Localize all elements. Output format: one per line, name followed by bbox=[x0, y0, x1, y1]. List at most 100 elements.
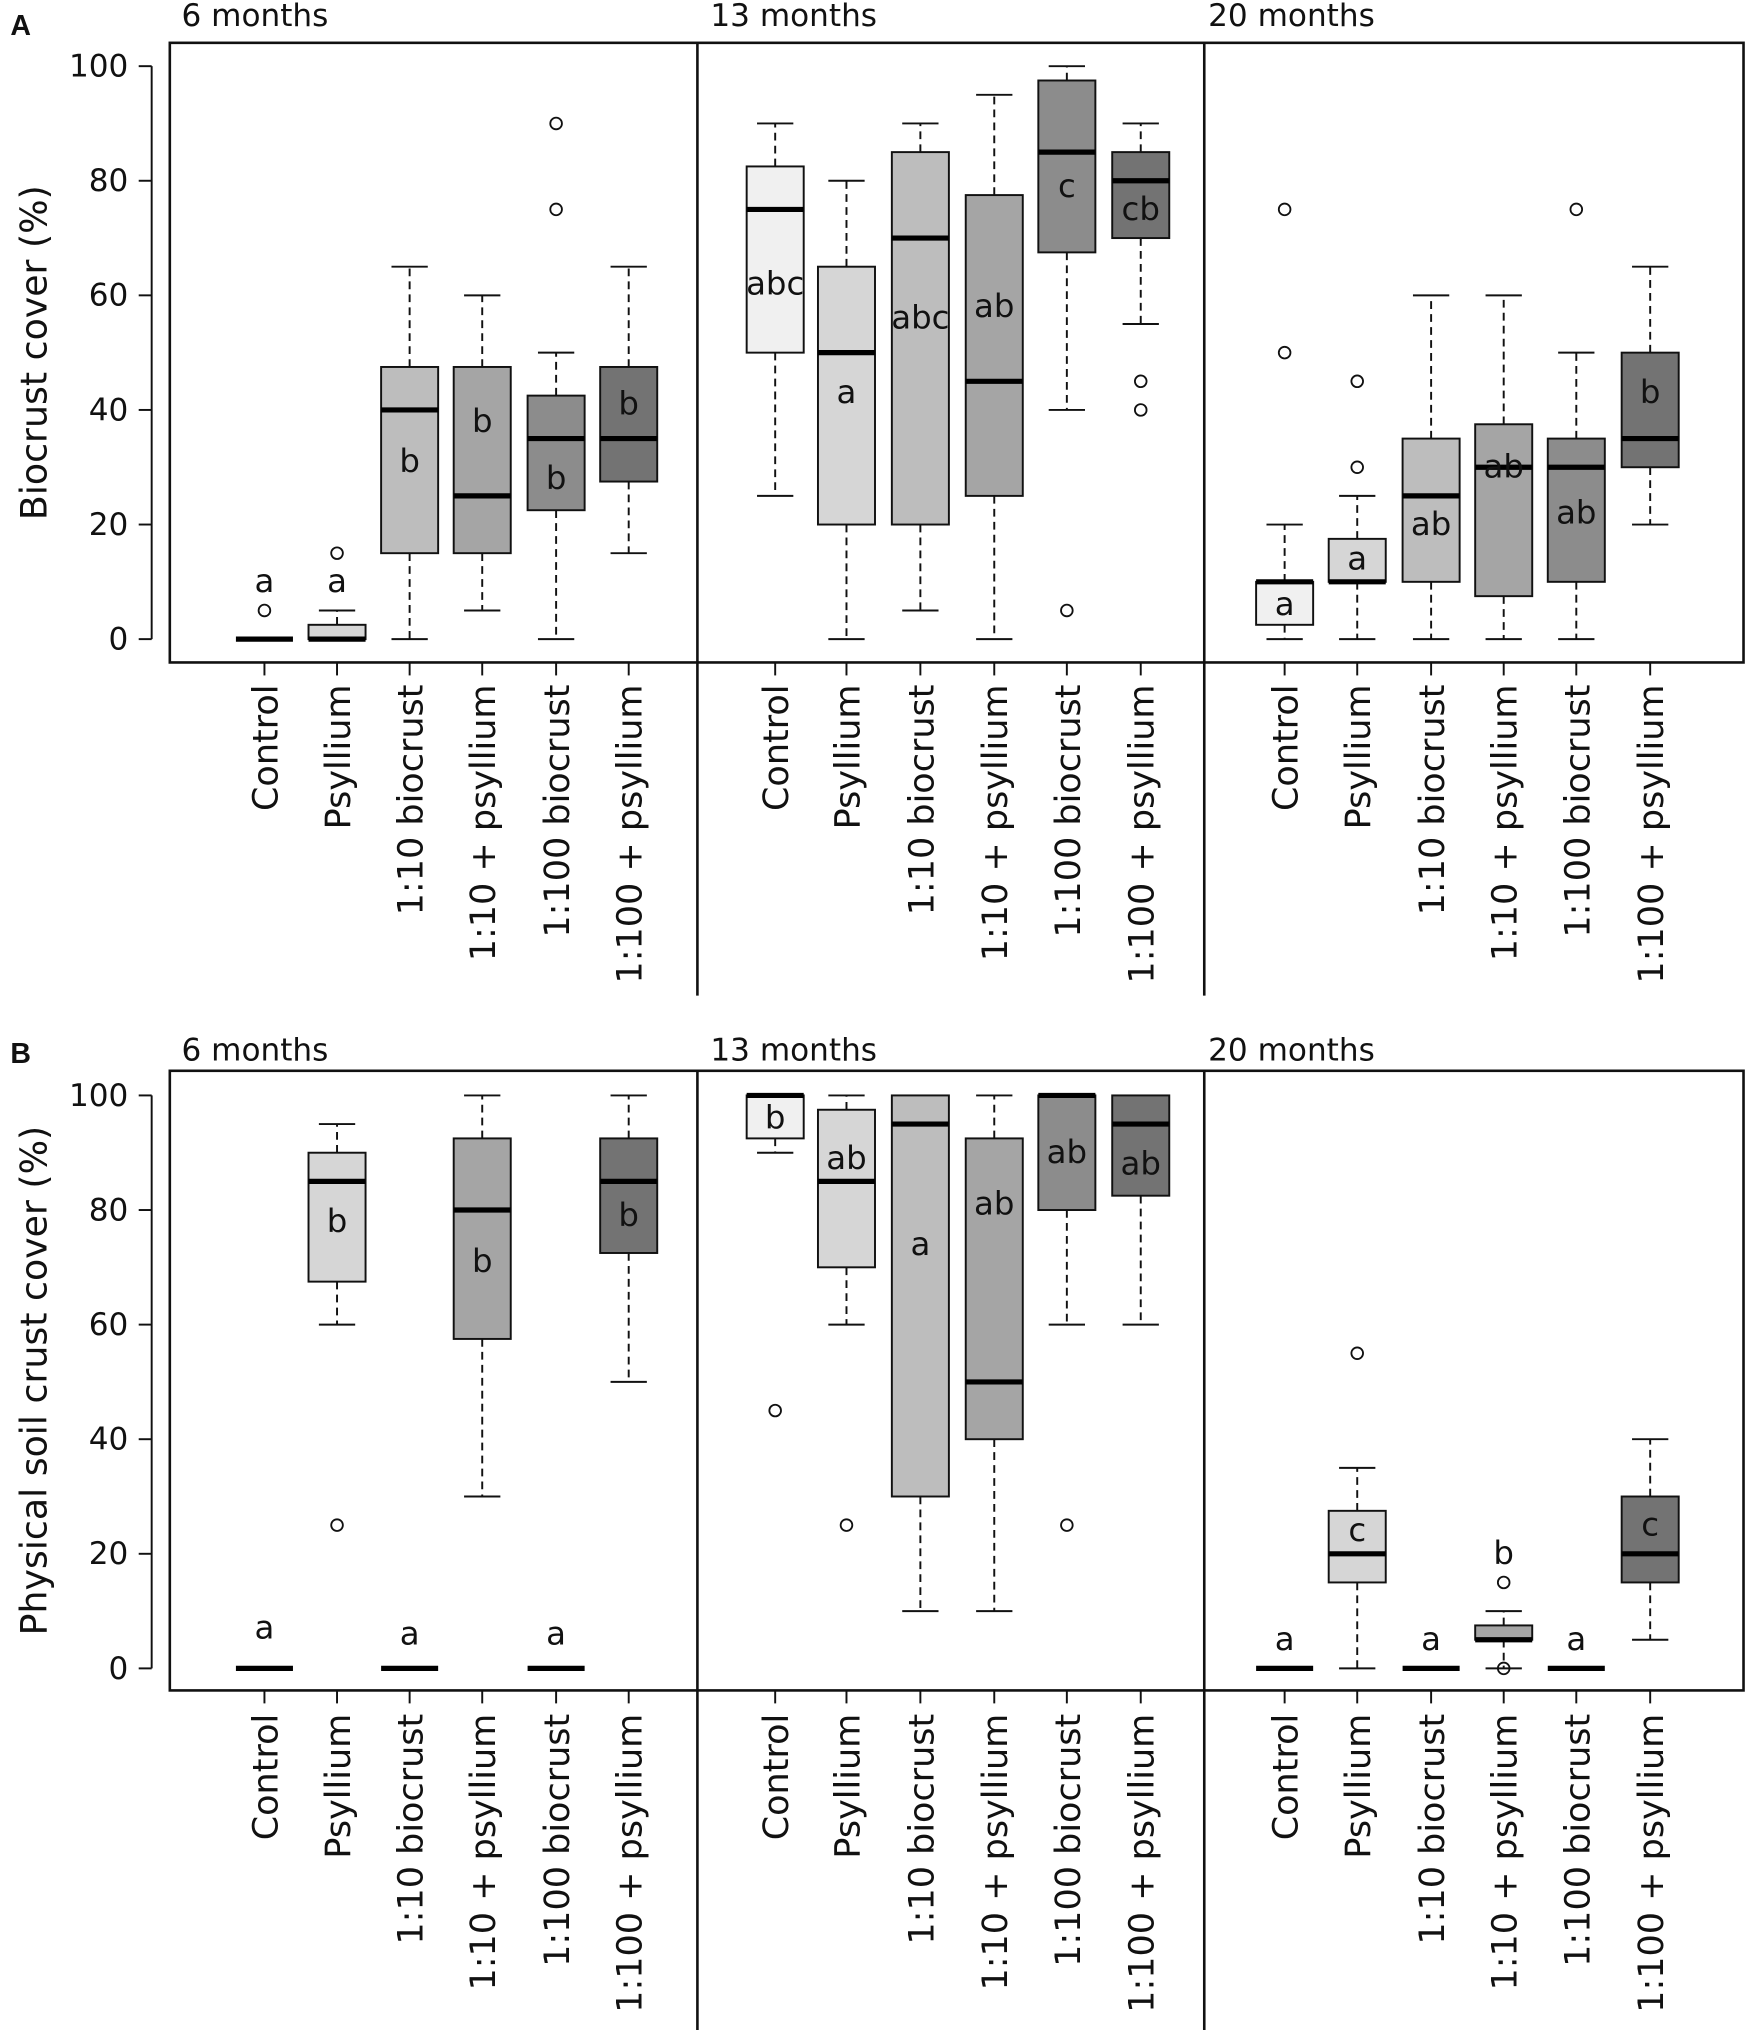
category-label: Control bbox=[1267, 685, 1307, 812]
outlier-point bbox=[1134, 403, 1148, 417]
significance-letter: a bbox=[1275, 1620, 1295, 1658]
category-label: Psyllium bbox=[1339, 685, 1379, 830]
box-control: a Control bbox=[235, 1609, 293, 1841]
significance-letter: b bbox=[618, 385, 639, 423]
category-label: 1:10 + psyllium bbox=[976, 685, 1016, 962]
box-1-100-biocrust: a 1:100 biocrust bbox=[1547, 1620, 1605, 1967]
outlier-point bbox=[549, 116, 563, 131]
category-label: 1:100 biocrust bbox=[1558, 685, 1598, 938]
box-1-100-biocrust: ab 1:100 biocrust bbox=[1546, 202, 1606, 938]
box-control: a Control bbox=[1256, 1620, 1314, 1840]
category-label: Psyllium bbox=[319, 1714, 359, 1859]
category-label: 1:100 + psyllium bbox=[1632, 1714, 1672, 2013]
category-label: Control bbox=[246, 1714, 286, 1841]
category-label: 1:10 biocrust bbox=[392, 685, 432, 916]
category-label: Control bbox=[757, 685, 797, 812]
y-tick-label: 40 bbox=[89, 1422, 129, 1458]
outlier-point bbox=[1350, 460, 1364, 474]
significance-letter: a bbox=[400, 1614, 420, 1652]
box-1-10-biocrust: b 1:10 biocrust bbox=[380, 265, 440, 916]
box-1-100-psyllium: cb 1:100 + psyllium bbox=[1111, 122, 1171, 984]
iqr-box bbox=[1620, 351, 1680, 469]
significance-letter: abc bbox=[746, 264, 804, 302]
category-label: 1:10 biocrust bbox=[902, 1714, 942, 1945]
category-label: 1:10 + psyllium bbox=[464, 685, 504, 962]
box-psyllium: b Psyllium bbox=[307, 1123, 367, 1859]
significance-letter: ab bbox=[1556, 493, 1596, 531]
box-psyllium: c Psyllium bbox=[1327, 1346, 1387, 1859]
category-label: 1:10 + psyllium bbox=[464, 1714, 504, 1991]
significance-letter: ab bbox=[974, 1185, 1014, 1223]
iqr-box bbox=[890, 151, 950, 526]
category-label: 1:100 + psyllium bbox=[1123, 1714, 1163, 2013]
iqr-box bbox=[1327, 1509, 1387, 1584]
y-tick-label: 20 bbox=[89, 507, 129, 543]
category-label: 1:100 biocrust bbox=[1049, 1714, 1089, 1967]
significance-letter: ab bbox=[1047, 1133, 1087, 1171]
y-tick-label: 60 bbox=[89, 278, 129, 314]
iqr-box bbox=[1037, 79, 1097, 254]
group-20-months: 20 months a Control c Psyllium a 1:10 biocrust… bbox=[1208, 1032, 1680, 2013]
outlier-point bbox=[1569, 202, 1584, 217]
group-6-months: 6 months a Control b Psyllium a 1:10 biocrust b… bbox=[181, 1032, 659, 2013]
category-label: Control bbox=[757, 1714, 797, 1841]
box-1-10-psyllium: b 1:10 + psyllium bbox=[452, 1094, 512, 1991]
outlier-point bbox=[1277, 345, 1292, 360]
box-1-100-psyllium: c 1:100 + psyllium bbox=[1620, 1438, 1680, 2013]
significance-letter: abc bbox=[891, 299, 949, 337]
iqr-box bbox=[816, 265, 876, 526]
outlier-point bbox=[549, 202, 563, 217]
group-title: 6 months bbox=[181, 1032, 328, 1068]
significance-letter: ab bbox=[826, 1139, 866, 1177]
iqr-box bbox=[380, 365, 440, 555]
y-tick-label: 80 bbox=[89, 1192, 129, 1228]
outlier-point bbox=[1496, 1575, 1511, 1590]
y-tick-label: 100 bbox=[69, 1078, 128, 1114]
box-psyllium: a Psyllium bbox=[307, 546, 367, 829]
group-title: 20 months bbox=[1208, 1032, 1375, 1068]
y-axis: 0 20 40 60 80 100 bbox=[69, 1078, 153, 1687]
significance-letter: a bbox=[1275, 585, 1295, 623]
box-1-100-biocrust: b 1:100 biocrust bbox=[526, 116, 586, 938]
iqr-box bbox=[964, 1137, 1024, 1441]
panel-b: B Physical soil crust cover (%) 0 20 40 60 80 1… bbox=[10, 1032, 1745, 2031]
significance-letter: c bbox=[1641, 1506, 1659, 1544]
outlier-point bbox=[1350, 1346, 1364, 1361]
group-13-months: 13 months b Control ab Psyllium a 1:10 biocrus… bbox=[710, 1032, 1171, 2013]
iqr-box bbox=[1546, 437, 1606, 583]
iqr-box bbox=[452, 1137, 512, 1340]
category-label: 1:100 biocrust bbox=[538, 1714, 578, 1967]
category-label: Psyllium bbox=[1339, 1714, 1379, 1859]
box-1-100-psyllium: ab 1:100 + psyllium bbox=[1111, 1094, 1171, 2013]
iqr-box bbox=[599, 365, 659, 483]
category-label: 1:100 biocrust bbox=[538, 685, 578, 938]
box-1-100-biocrust: c 1:100 biocrust bbox=[1037, 65, 1097, 938]
outlier-point bbox=[330, 546, 344, 560]
box-1-100-psyllium: b 1:100 + psyllium bbox=[599, 1094, 659, 2013]
significance-letter: b bbox=[472, 402, 493, 440]
significance-letter: c bbox=[1058, 167, 1076, 205]
outlier-point bbox=[1060, 1518, 1074, 1532]
y-tick-label: 100 bbox=[69, 49, 128, 85]
category-label: 1:10 + psyllium bbox=[1486, 685, 1526, 962]
iqr-box bbox=[1037, 1094, 1097, 1211]
category-label: 1:10 biocrust bbox=[392, 1714, 432, 1945]
outlier-point bbox=[257, 603, 272, 618]
box-psyllium: a Psyllium bbox=[1327, 374, 1387, 830]
category-label: 1:10 + psyllium bbox=[1486, 1714, 1526, 1991]
category-label: Psyllium bbox=[828, 1714, 868, 1859]
box-1-10-psyllium: ab 1:10 + psyllium bbox=[964, 1094, 1024, 1991]
group-title: 6 months bbox=[181, 0, 328, 34]
box-1-10-biocrust: ab 1:10 biocrust bbox=[1401, 294, 1461, 915]
box-1-10-biocrust: abc 1:10 biocrust bbox=[890, 122, 950, 915]
significance-letter: cb bbox=[1122, 190, 1160, 228]
outlier-point bbox=[1060, 603, 1074, 618]
iqr-box bbox=[1327, 537, 1387, 583]
significance-letter: b bbox=[618, 1196, 639, 1234]
iqr-box bbox=[1620, 1495, 1680, 1584]
significance-letter: a bbox=[1421, 1620, 1441, 1658]
significance-letter: c bbox=[1348, 1511, 1366, 1549]
category-label: 1:100 biocrust bbox=[1049, 685, 1089, 938]
